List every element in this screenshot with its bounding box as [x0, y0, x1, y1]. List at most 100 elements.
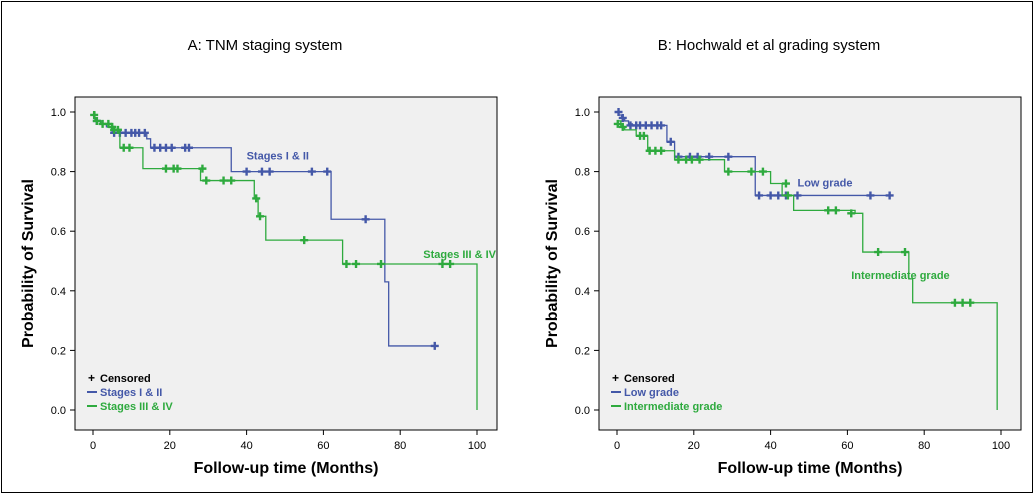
censor-mark — [758, 167, 767, 176]
legend-label-1: Intermediate grade — [624, 401, 722, 413]
censor-mark — [252, 194, 261, 203]
censor-mark — [614, 108, 623, 116]
censor-mark — [173, 164, 182, 173]
y-tick-label: 0.4 — [575, 286, 590, 298]
chart-title: B: Hochwald et al grading system — [658, 37, 881, 54]
series-line-1 — [617, 120, 998, 410]
legend-label-0: Low grade — [624, 387, 679, 399]
censor-mark — [167, 143, 176, 152]
x-tick-label: 60 — [841, 440, 853, 452]
censor-mark — [125, 143, 134, 152]
censor-mark — [613, 119, 622, 128]
censor-mark — [874, 248, 883, 257]
censor-mark — [92, 116, 101, 125]
censor-mark — [657, 146, 666, 155]
censor-mark — [140, 128, 149, 137]
legend-label-0: Stages I & II — [100, 387, 162, 399]
censor-mark — [724, 167, 733, 176]
censor-mark — [446, 259, 455, 268]
censor-mark — [618, 113, 627, 122]
censor-mark — [377, 259, 385, 268]
censor-mark — [866, 191, 875, 200]
x-tick-label: 40 — [764, 440, 776, 452]
censor-mark — [774, 191, 783, 200]
x-tick-label: 100 — [992, 440, 1010, 452]
y-tick-label: 0.8 — [575, 167, 590, 179]
y-tick-label: 1.0 — [575, 107, 590, 119]
legend-censored-label: Censored — [624, 373, 675, 385]
series-annotation: Stages I & II — [247, 151, 309, 163]
legend-label-1: Stages III & IV — [100, 401, 173, 413]
censor-mark — [639, 131, 648, 140]
censor-mark — [755, 191, 764, 200]
censor-mark — [885, 191, 894, 200]
censor-mark — [90, 110, 99, 119]
y-tick-label: 1.0 — [51, 107, 66, 119]
censor-mark — [831, 206, 840, 215]
censor-mark — [352, 259, 361, 268]
chart-title: A: TNM staging system — [188, 37, 343, 54]
censor-mark — [766, 191, 775, 200]
censor-mark — [198, 164, 207, 173]
censor-mark — [966, 298, 975, 307]
censor-mark — [657, 121, 666, 130]
censor-mark — [724, 152, 733, 161]
x-tick-label: 20 — [688, 440, 700, 452]
censor-mark — [202, 176, 211, 185]
x-tick-label: 80 — [394, 440, 406, 452]
censor-mark — [242, 167, 251, 176]
x-tick-label: 60 — [317, 440, 329, 452]
censor-mark — [958, 298, 967, 307]
legend-censored-marker: + — [612, 371, 619, 385]
legend-censored-marker: + — [88, 371, 95, 385]
censor-mark — [618, 122, 627, 131]
series-annotation: Stages III & IV — [423, 249, 496, 261]
censor-mark — [323, 167, 332, 176]
y-tick-label: 0.8 — [51, 167, 66, 179]
y-axis-label: Probability of Survival — [544, 179, 561, 348]
censor-mark — [265, 167, 274, 176]
x-tick-label: 20 — [164, 440, 176, 452]
x-tick-label: 40 — [240, 440, 252, 452]
y-tick-label: 0.6 — [51, 226, 66, 238]
y-tick-label: 0.4 — [51, 286, 66, 298]
censor-mark — [342, 259, 351, 268]
series-annotation: Intermediate grade — [851, 270, 949, 282]
y-axis-label: Probability of Survival — [20, 179, 37, 348]
y-tick-label: 0.2 — [51, 345, 66, 357]
x-axis-label: Follow-up time (Months) — [194, 460, 379, 477]
x-tick-label: 0 — [90, 440, 96, 452]
censor-mark — [257, 167, 266, 176]
censor-mark — [430, 341, 439, 350]
censor-mark — [824, 206, 833, 215]
legend-censored-label: Censored — [100, 373, 151, 385]
plot-area — [598, 96, 1022, 431]
series-annotation: Low grade — [797, 178, 852, 190]
censor-mark — [747, 167, 756, 176]
censor-mark — [256, 212, 265, 221]
legend: + Censored Low grade Intermediate grade — [611, 371, 722, 413]
censor-mark — [847, 209, 856, 218]
legend: + Censored Stages I & II Stages III & IV — [87, 371, 173, 413]
x-tick-label: 0 — [614, 440, 620, 452]
chart-panel-1: B: Hochwald et al grading system 0.0 0.2 0.… — [544, 37, 1022, 477]
chart-panel-0: A: TNM staging system 0.0 0.2 0.4 0.6 0.8 1.0 0… — [20, 37, 498, 477]
y-tick-label: 0.2 — [575, 345, 590, 357]
x-axis-label: Follow-up time (Months) — [718, 460, 903, 477]
censor-mark — [219, 176, 228, 185]
x-tick-label: 100 — [468, 440, 486, 452]
censor-mark — [438, 259, 447, 268]
censor-mark — [227, 176, 236, 185]
censor-mark — [361, 215, 370, 224]
y-tick-label: 0.0 — [575, 405, 590, 417]
censor-mark — [783, 191, 792, 200]
censor-mark — [687, 155, 696, 164]
censor-mark — [781, 179, 790, 188]
y-tick-label: 0.0 — [51, 405, 66, 417]
censor-mark — [950, 298, 959, 307]
censor-mark — [674, 155, 683, 164]
y-tick-label: 0.6 — [575, 226, 590, 238]
censor-mark — [695, 155, 704, 164]
